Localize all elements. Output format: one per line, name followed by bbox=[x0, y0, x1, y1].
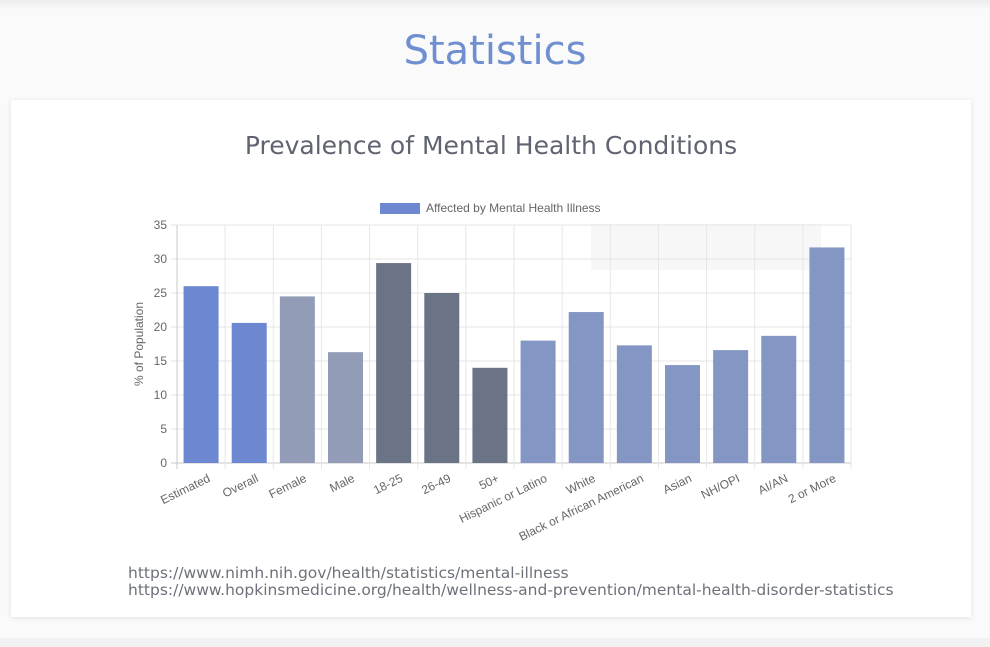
y-tick-label: 15 bbox=[154, 354, 168, 368]
x-tick-label: Female bbox=[267, 471, 309, 501]
x-tick-label: Male bbox=[327, 471, 357, 495]
x-tick-label: Overall bbox=[220, 471, 260, 500]
source-link-hopkins[interactable]: https://www.hopkinsmedicine.org/health/w… bbox=[128, 581, 894, 599]
y-tick-label: 20 bbox=[154, 320, 168, 334]
chart-card: Prevalence of Mental Health Conditions 0… bbox=[11, 100, 971, 617]
bar-26-49 bbox=[424, 293, 460, 463]
y-tick-label: 30 bbox=[154, 252, 168, 266]
y-tick-label: 0 bbox=[160, 456, 167, 470]
bar-ai-an bbox=[761, 335, 797, 463]
bar-black-or-african-american bbox=[616, 345, 652, 463]
sources: https://www.nimh.nih.gov/health/statisti… bbox=[128, 565, 894, 599]
x-tick-label: 18-25 bbox=[371, 471, 405, 497]
bar-50- bbox=[472, 367, 508, 463]
x-tick-label: 26-49 bbox=[419, 471, 453, 497]
bar-white bbox=[568, 312, 604, 463]
y-tick-label: 35 bbox=[154, 218, 168, 232]
x-tick-label: 50+ bbox=[477, 471, 501, 493]
bar-chart: 0 5 10 15 20 25 30 35 Estimated Overall Female Male… bbox=[132, 201, 852, 544]
x-tick-label: NH/OPI bbox=[699, 471, 742, 502]
bar-male bbox=[328, 352, 363, 463]
bar-estimated bbox=[183, 286, 219, 463]
chart-title: Prevalence of Mental Health Conditions bbox=[244, 131, 738, 160]
legend-label: Affected by Mental Health Illness bbox=[426, 201, 601, 215]
y-tick-label: 25 bbox=[154, 286, 168, 300]
bar-asian bbox=[665, 365, 700, 463]
x-tick-label: 2 or More bbox=[786, 471, 839, 506]
legend-swatch bbox=[380, 203, 420, 214]
y-axis-label: % of Population bbox=[132, 302, 146, 386]
bar-2-or-more bbox=[809, 247, 845, 463]
tooltip-shadow bbox=[591, 224, 821, 270]
page-title: Statistics bbox=[403, 28, 587, 74]
top-shadow bbox=[0, 0, 990, 10]
x-tick-label: Asian bbox=[661, 471, 694, 497]
x-tick-label: Estimated bbox=[158, 471, 212, 507]
bar-female bbox=[279, 296, 315, 463]
y-tick-label: 10 bbox=[154, 388, 168, 402]
x-tick-label: Hispanic or Latino bbox=[457, 471, 550, 526]
bar-18-25 bbox=[376, 263, 412, 463]
bar-hispanic-or-latino bbox=[520, 340, 556, 463]
source-link-nimh[interactable]: https://www.nimh.nih.gov/health/statisti… bbox=[128, 564, 569, 582]
y-tick-label: 5 bbox=[160, 422, 167, 436]
bar-overall bbox=[231, 322, 267, 463]
bottom-strip bbox=[0, 638, 990, 647]
bar-nh-opi bbox=[713, 350, 749, 463]
